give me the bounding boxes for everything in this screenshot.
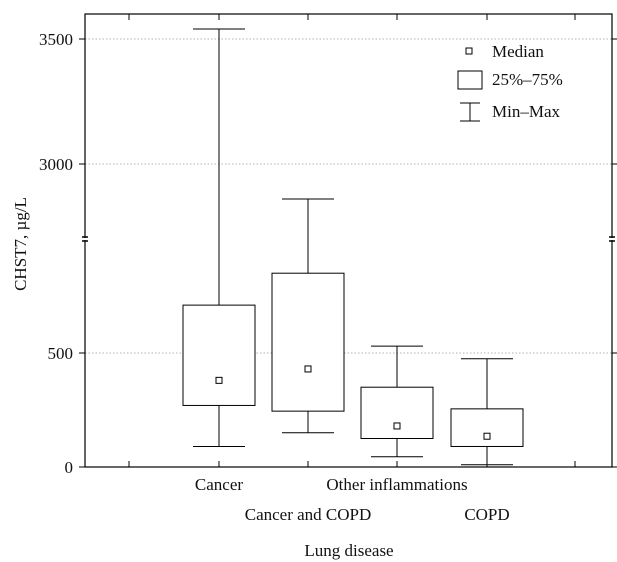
iqr-box <box>360 386 434 440</box>
y-tick-label: 0 <box>65 458 74 477</box>
axis-break-gap-right <box>608 238 616 240</box>
iqr-box <box>271 272 345 412</box>
y-tick-label: 3500 <box>39 30 73 49</box>
iqr-box <box>450 408 524 447</box>
y-tick-label: 3000 <box>39 155 73 174</box>
iqr-box <box>182 304 256 406</box>
legend-box-symbol <box>457 70 483 90</box>
legend-whisker-label: Min–Max <box>492 102 561 121</box>
box-plots <box>182 28 524 466</box>
axes: 0 500 3000 3500 <box>39 14 617 477</box>
median-marker <box>215 376 223 384</box>
grid-lines <box>85 38 612 354</box>
y-axis-title: CHST7, µg/L <box>11 197 30 291</box>
legend-median-label: Median <box>492 42 544 61</box>
box-group <box>271 198 345 434</box>
median-marker <box>393 422 401 430</box>
legend-whisker-symbol <box>460 102 480 122</box>
box-group <box>360 345 434 458</box>
x-category-label: Other inflammations <box>326 475 467 494</box>
legend: Median 25%–75% Min–Max <box>457 42 563 122</box>
box-group <box>450 358 524 466</box>
median-marker <box>304 365 312 373</box>
y-tick-label: 500 <box>48 344 74 363</box>
box-group <box>182 28 256 447</box>
axis-break-gap-left <box>81 238 89 240</box>
median-marker <box>483 432 491 440</box>
x-category-label: Cancer and COPD <box>245 505 372 524</box>
x-category-label: Cancer <box>195 475 243 494</box>
x-category-label: COPD <box>464 505 509 524</box>
x-axis-title: Lung disease <box>304 541 393 560</box>
legend-box-label: 25%–75% <box>492 70 563 89</box>
legend-median-symbol <box>465 47 473 55</box>
